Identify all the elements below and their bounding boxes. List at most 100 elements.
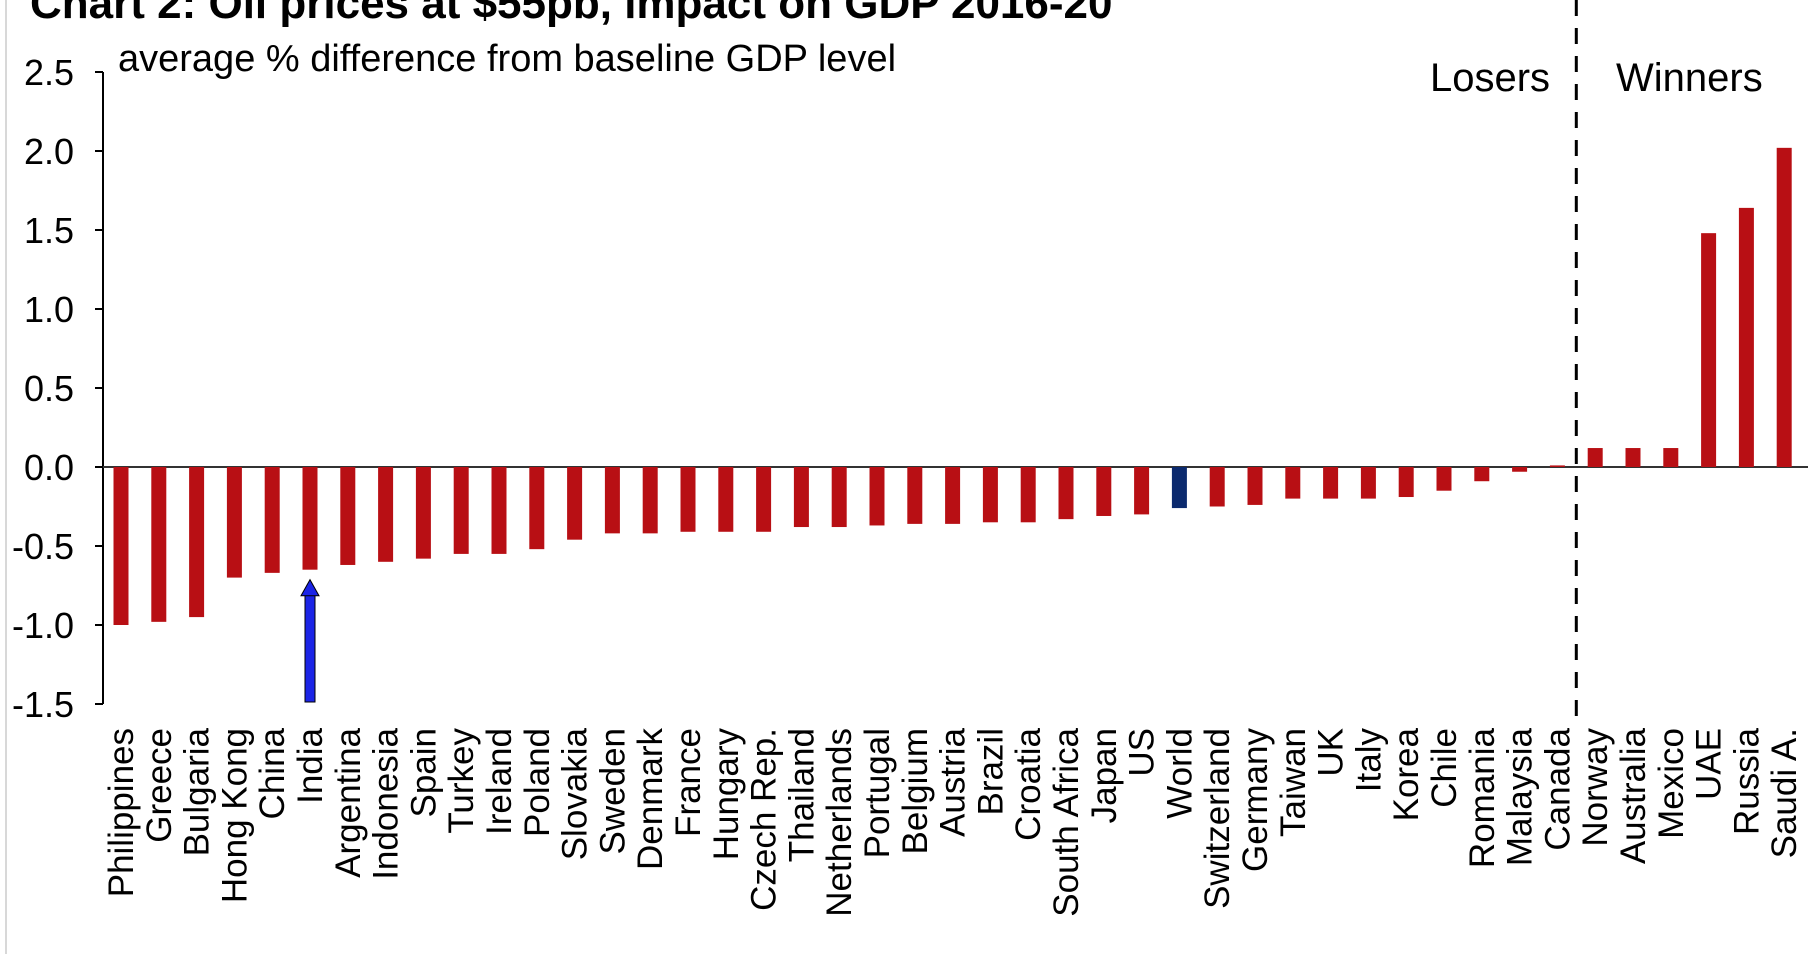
category-label: South Africa xyxy=(1047,727,1086,916)
y-tick-label: 0.0 xyxy=(24,447,74,488)
y-tick-label: 2.0 xyxy=(24,131,74,172)
category-label: Czech Rep. xyxy=(745,728,784,911)
bar-germany xyxy=(1247,467,1263,505)
bar-world xyxy=(1171,467,1187,509)
category-label: Belgium xyxy=(896,728,935,854)
bar-hungary xyxy=(718,467,734,532)
category-label: Thailand xyxy=(782,728,821,862)
bar-chile xyxy=(1436,467,1452,491)
category-label: UK xyxy=(1312,728,1351,777)
category-label: Indonesia xyxy=(367,727,406,879)
category-label: Hong Kong xyxy=(215,728,254,903)
category-label: Portugal xyxy=(858,728,897,858)
bar-uae xyxy=(1701,233,1717,467)
category-label: Germany xyxy=(1236,728,1275,872)
category-label: Bulgaria xyxy=(178,727,217,856)
bar-france xyxy=(680,467,696,532)
bar-us xyxy=(1134,467,1150,515)
category-label: Hungary xyxy=(707,728,746,861)
bar-slovakia xyxy=(567,467,583,540)
bar-austria xyxy=(945,467,961,524)
category-label: US xyxy=(1123,728,1162,777)
bar-saudi-a xyxy=(1776,147,1792,467)
category-label: Saudi A. xyxy=(1765,728,1804,858)
category-label: Slovakia xyxy=(556,727,595,860)
bar-italy xyxy=(1360,467,1376,499)
bar-thailand xyxy=(793,467,809,528)
bar-australia xyxy=(1625,448,1641,467)
category-label: World xyxy=(1160,728,1199,819)
arrow-shaft xyxy=(304,593,316,703)
arrow-up-icon xyxy=(300,578,320,597)
bar-denmark xyxy=(642,467,658,534)
category-label: Norway xyxy=(1576,728,1615,847)
bar-argentina xyxy=(340,467,356,565)
bar-poland xyxy=(529,467,545,550)
bar-romania xyxy=(1474,467,1490,482)
category-label: Denmark xyxy=(631,728,670,870)
category-label: Poland xyxy=(518,728,557,837)
category-label: Italy xyxy=(1349,728,1388,793)
axes-layer: 2.5 2.0 1.5 1.0 0.5 0.0 -0.5 -1.0 -1.5 xyxy=(12,52,1808,725)
bar-indonesia xyxy=(378,467,394,562)
y-tick-label: -0.5 xyxy=(12,526,74,567)
bar-taiwan xyxy=(1285,467,1301,499)
bar-india xyxy=(302,467,318,570)
category-label: India xyxy=(291,727,330,803)
category-label: Austria xyxy=(934,727,973,836)
y-tick-label: 1.5 xyxy=(24,210,74,251)
category-label: Croatia xyxy=(1009,727,1048,840)
winners-label: Winners xyxy=(1616,56,1763,100)
category-label: France xyxy=(669,728,708,837)
bar-korea xyxy=(1398,467,1414,498)
bar-canada xyxy=(1549,465,1565,467)
bar-bulgaria xyxy=(189,467,205,618)
category-label: Turkey xyxy=(442,728,481,834)
category-label: Japan xyxy=(1085,728,1124,823)
bar-brazil xyxy=(982,467,998,523)
category-label: Canada xyxy=(1538,727,1577,850)
bar-croatia xyxy=(1020,467,1036,523)
y-tick-label: 0.5 xyxy=(24,368,74,409)
bar-philippines xyxy=(113,467,129,625)
bar-china xyxy=(264,467,280,573)
y-tick-label: 1.0 xyxy=(24,289,74,330)
y-tick-label: -1.5 xyxy=(12,684,74,725)
category-label: Netherlands xyxy=(820,728,859,917)
chart-subtitle: average % difference from baseline GDP l… xyxy=(118,38,896,80)
category-label: Korea xyxy=(1387,727,1426,821)
category-label: Russia xyxy=(1727,727,1766,835)
y-tick-label: 2.5 xyxy=(24,52,74,93)
category-label: Sweden xyxy=(593,728,632,854)
category-label: Chile xyxy=(1425,728,1464,808)
bars-layer xyxy=(113,147,1792,625)
category-label: Argentina xyxy=(329,727,368,877)
category-label: Romania xyxy=(1463,727,1502,868)
category-label: UAE xyxy=(1690,728,1729,800)
category-label: Philippines xyxy=(102,728,141,897)
category-label: Brazil xyxy=(971,728,1010,816)
bar-uk xyxy=(1323,467,1339,499)
bar-mexico xyxy=(1663,448,1679,467)
bar-japan xyxy=(1096,467,1112,516)
category-label: China xyxy=(253,727,292,819)
losers-label: Losers xyxy=(1430,56,1550,100)
bar-hong-kong xyxy=(226,467,242,578)
category-label: Taiwan xyxy=(1274,728,1313,837)
chart-title: Chart 2: Oil prices at $55pb, impact on … xyxy=(30,0,1112,28)
bar-portugal xyxy=(869,467,885,526)
bar-south-africa xyxy=(1058,467,1074,520)
category-label: Greece xyxy=(140,728,179,843)
y-tick-label: -1.0 xyxy=(12,605,74,646)
bar-russia xyxy=(1738,207,1754,467)
bar-belgium xyxy=(907,467,923,524)
bar-switzerland xyxy=(1209,467,1225,507)
category-label: Ireland xyxy=(480,728,519,835)
bar-netherlands xyxy=(831,467,847,528)
annotation-layer xyxy=(5,0,1578,954)
bar-sweden xyxy=(604,467,620,534)
category-label: Mexico xyxy=(1652,728,1691,839)
